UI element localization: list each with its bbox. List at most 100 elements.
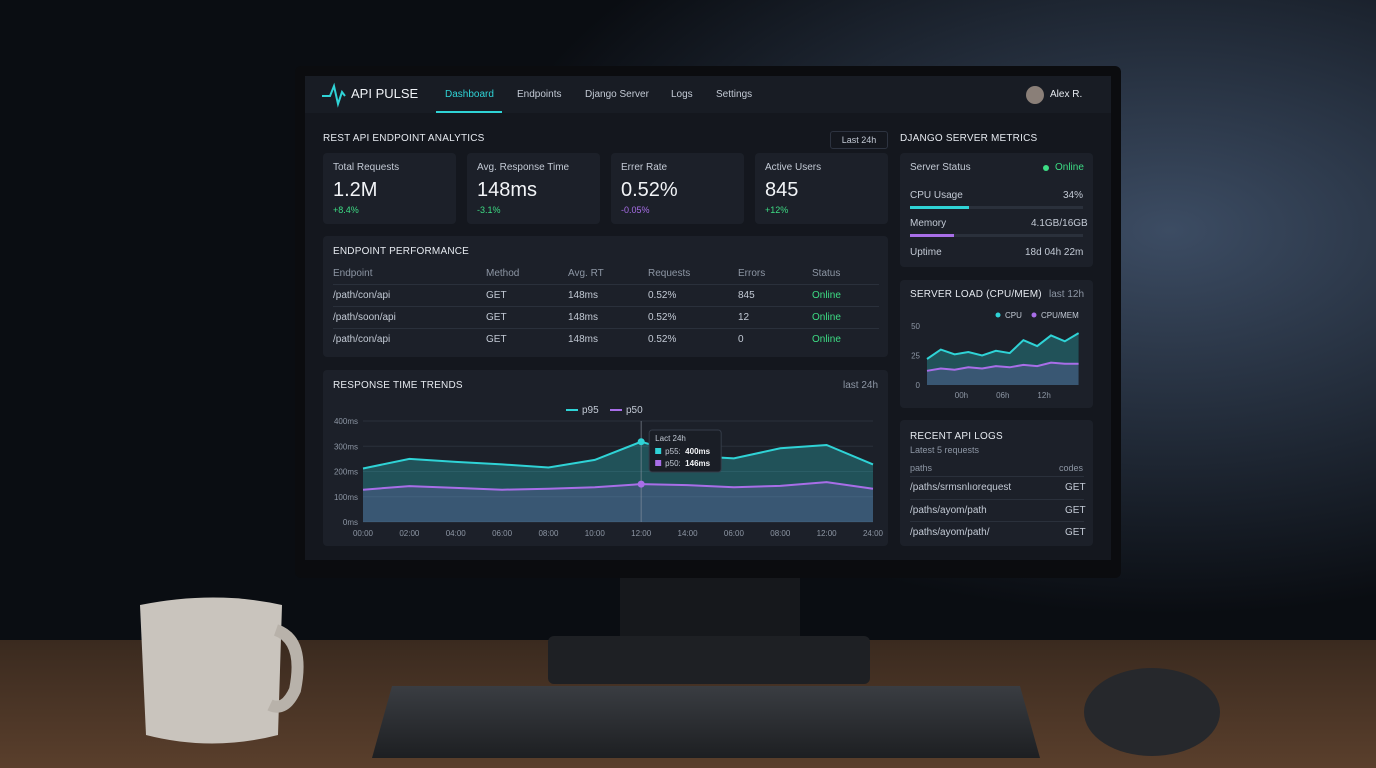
area bbox=[927, 333, 1079, 385]
table-cell: GET bbox=[486, 334, 507, 345]
mug bbox=[140, 597, 282, 744]
legend-label: p50 bbox=[626, 405, 643, 416]
legend-label: p95 bbox=[582, 405, 599, 416]
x-tick-label: 06:00 bbox=[724, 529, 745, 538]
table-cell: 12 bbox=[738, 312, 750, 323]
chart-panel bbox=[900, 280, 1093, 408]
mouse bbox=[1084, 668, 1220, 756]
y-tick-label: 50 bbox=[911, 322, 920, 331]
tooltip-value: 400ms bbox=[685, 447, 710, 456]
table-cell: 0 bbox=[738, 334, 744, 345]
section-title: DJANGO SERVER METRICS bbox=[900, 133, 1038, 144]
log-code: GET bbox=[1065, 527, 1086, 538]
table-cell: GET bbox=[486, 312, 507, 323]
table-header: Avg. RT bbox=[568, 268, 604, 279]
metric-label: Memory bbox=[910, 218, 947, 229]
logs-header: codes bbox=[1059, 463, 1084, 473]
row-divider bbox=[333, 306, 879, 307]
metric-card bbox=[611, 153, 744, 224]
status: Online bbox=[1055, 162, 1084, 173]
card-label: Errer Rate bbox=[621, 162, 668, 173]
card-value: 0.52% bbox=[621, 179, 678, 201]
point bbox=[637, 480, 645, 488]
table-header: Method bbox=[486, 268, 520, 279]
chart-subtitle: last 12h bbox=[1049, 289, 1085, 300]
x-tick-label: 00:00 bbox=[353, 529, 374, 538]
line bbox=[362, 440, 874, 470]
y-tick-label: 25 bbox=[911, 352, 920, 361]
table-cell: 0.52% bbox=[648, 312, 677, 323]
table-cell: Online bbox=[812, 290, 841, 301]
memory-bar bbox=[910, 234, 955, 237]
table-header: Errors bbox=[738, 268, 766, 279]
status-dot bbox=[1043, 165, 1049, 171]
user-menu[interactable]: Alex R. bbox=[1050, 89, 1083, 100]
table-cell: GET bbox=[486, 290, 507, 301]
table-cell: 148ms bbox=[568, 334, 599, 345]
line bbox=[362, 481, 874, 491]
table-cell: Online bbox=[812, 312, 841, 323]
tooltip-swatch bbox=[655, 460, 662, 466]
tooltip-key: p50: bbox=[665, 459, 681, 468]
row-divider bbox=[333, 328, 879, 329]
metric-value: 18d 04h 22m bbox=[1025, 247, 1084, 258]
logs-header: paths bbox=[910, 463, 933, 473]
metric-value: 4.1GB/16GB bbox=[1031, 218, 1088, 229]
table-cell: Online bbox=[812, 334, 841, 345]
card-value: 1.2M bbox=[333, 179, 378, 201]
avatar bbox=[1026, 86, 1044, 104]
card-label: Avg. Response Time bbox=[477, 162, 570, 173]
section-title: REST API ENDPOINT ANALYTICS bbox=[323, 133, 485, 144]
nav-tab[interactable]: Dashboard bbox=[445, 89, 494, 100]
chart-title: SERVER LOAD (CPU/MEM) bbox=[910, 289, 1042, 300]
table-cell: 845 bbox=[738, 290, 755, 301]
x-tick-label: 08:00 bbox=[770, 529, 791, 538]
log-path: /paths/ayom/path bbox=[910, 504, 987, 516]
metric-card bbox=[755, 153, 888, 224]
card-delta: +12% bbox=[765, 205, 789, 215]
table-header: Status bbox=[812, 268, 841, 279]
x-tick-label: 06h bbox=[996, 391, 1009, 400]
metric-card bbox=[467, 153, 600, 224]
monitor-neck bbox=[620, 578, 800, 638]
metric-label: Uptime bbox=[910, 247, 942, 258]
tooltip-key: p55: bbox=[665, 447, 681, 456]
x-tick-label: 12:00 bbox=[631, 529, 652, 538]
nav-tab[interactable]: Logs bbox=[671, 89, 693, 100]
legend-label: CPU/MEM bbox=[1041, 311, 1079, 320]
tooltip-title: Lact 24h bbox=[655, 434, 686, 443]
line bbox=[926, 361, 1079, 372]
nav-tab[interactable]: Settings bbox=[716, 89, 753, 100]
y-tick-label: 0ms bbox=[343, 518, 358, 527]
logs-panel bbox=[900, 420, 1093, 546]
table-header: Endpoint bbox=[333, 268, 373, 279]
bar-track bbox=[910, 234, 1083, 237]
row-divider bbox=[910, 476, 1084, 477]
cpu-bar bbox=[910, 206, 969, 209]
x-tick-label: 10:00 bbox=[585, 529, 606, 538]
bar-track bbox=[910, 206, 1083, 209]
chart-title: RESPONSE TIME TRENDS bbox=[333, 380, 463, 391]
range-select[interactable]: Last 24h bbox=[830, 131, 888, 149]
nav-bar bbox=[305, 76, 1111, 113]
log-path: /paths/srmsnlıorequest bbox=[910, 482, 1012, 493]
area bbox=[363, 441, 873, 522]
area bbox=[363, 482, 873, 522]
point bbox=[637, 438, 645, 446]
table-cell: 148ms bbox=[568, 312, 599, 323]
table-cell: 0.52% bbox=[648, 334, 677, 345]
monitor-stand bbox=[548, 636, 870, 684]
log-code: GET bbox=[1065, 504, 1086, 516]
table-cell: /path/con/api bbox=[333, 290, 391, 301]
tooltip-swatch bbox=[655, 448, 662, 454]
nav-tab[interactable]: Endpoints bbox=[517, 89, 562, 100]
y-tick-label: 300ms bbox=[334, 442, 358, 451]
x-tick-label: 08:00 bbox=[538, 529, 559, 538]
metric-value: 34% bbox=[1063, 190, 1084, 201]
x-tick-label: 00h bbox=[955, 391, 968, 400]
tooltip bbox=[648, 429, 722, 473]
card-delta: +8.4% bbox=[333, 205, 359, 215]
nav-tab[interactable]: Django Server bbox=[585, 89, 649, 100]
